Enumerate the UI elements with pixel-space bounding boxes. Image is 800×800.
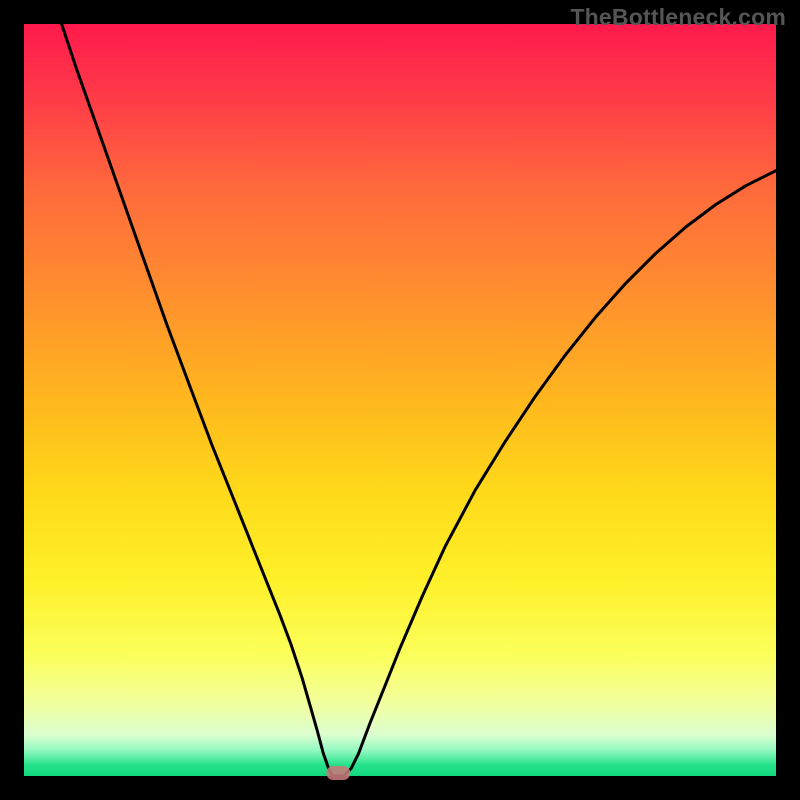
chart-svg — [0, 0, 800, 800]
optimal-point-marker — [326, 766, 350, 780]
plot-area — [24, 24, 776, 776]
watermark-text: TheBottleneck.com — [570, 4, 786, 31]
stage: TheBottleneck.com — [0, 0, 800, 800]
